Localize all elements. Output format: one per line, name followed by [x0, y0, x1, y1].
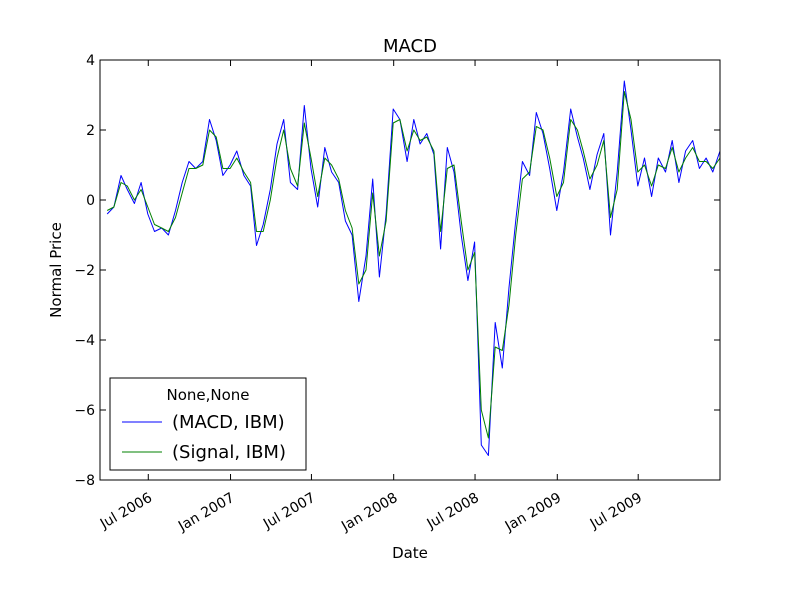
y-tick-label: −4	[74, 333, 95, 349]
plot-area	[106, 80, 720, 456]
x-tick-label: Jul 2007	[260, 490, 318, 533]
x-tick-label: Jan 2008	[338, 490, 400, 535]
legend-entry-signal: (Signal, IBM)	[172, 442, 286, 463]
y-tick-label: 4	[86, 53, 95, 69]
legend-title: None,None	[166, 386, 249, 404]
legend-entry-macd: (MACD, IBM)	[172, 412, 285, 433]
y-tick-label: −8	[74, 473, 95, 489]
x-tick-label: Jan 2009	[502, 490, 564, 535]
series-line-signal	[106, 91, 720, 439]
y-tick-label: −2	[74, 263, 95, 279]
y-axis-label: Normal Price	[47, 222, 65, 318]
y-tick-label: 0	[86, 193, 95, 209]
chart-title: MACD	[383, 36, 437, 57]
x-tick-label: Jul 2006	[97, 490, 155, 533]
x-tick-label: Jul 2008	[424, 490, 482, 533]
legend-box	[109, 377, 307, 471]
y-tick-label: −6	[74, 403, 95, 419]
x-tick-label: Jul 2009	[587, 490, 645, 533]
y-axis: −8 −6 −4 −2 0 2 4	[74, 53, 720, 489]
legend: None,None (MACD, IBM) (Signal, IBM)	[109, 377, 307, 471]
series-line-macd	[106, 80, 720, 456]
y-tick-label: 2	[86, 123, 95, 139]
x-tick-label: Jan 2007	[175, 490, 237, 535]
x-axis-label: Date	[392, 544, 428, 562]
